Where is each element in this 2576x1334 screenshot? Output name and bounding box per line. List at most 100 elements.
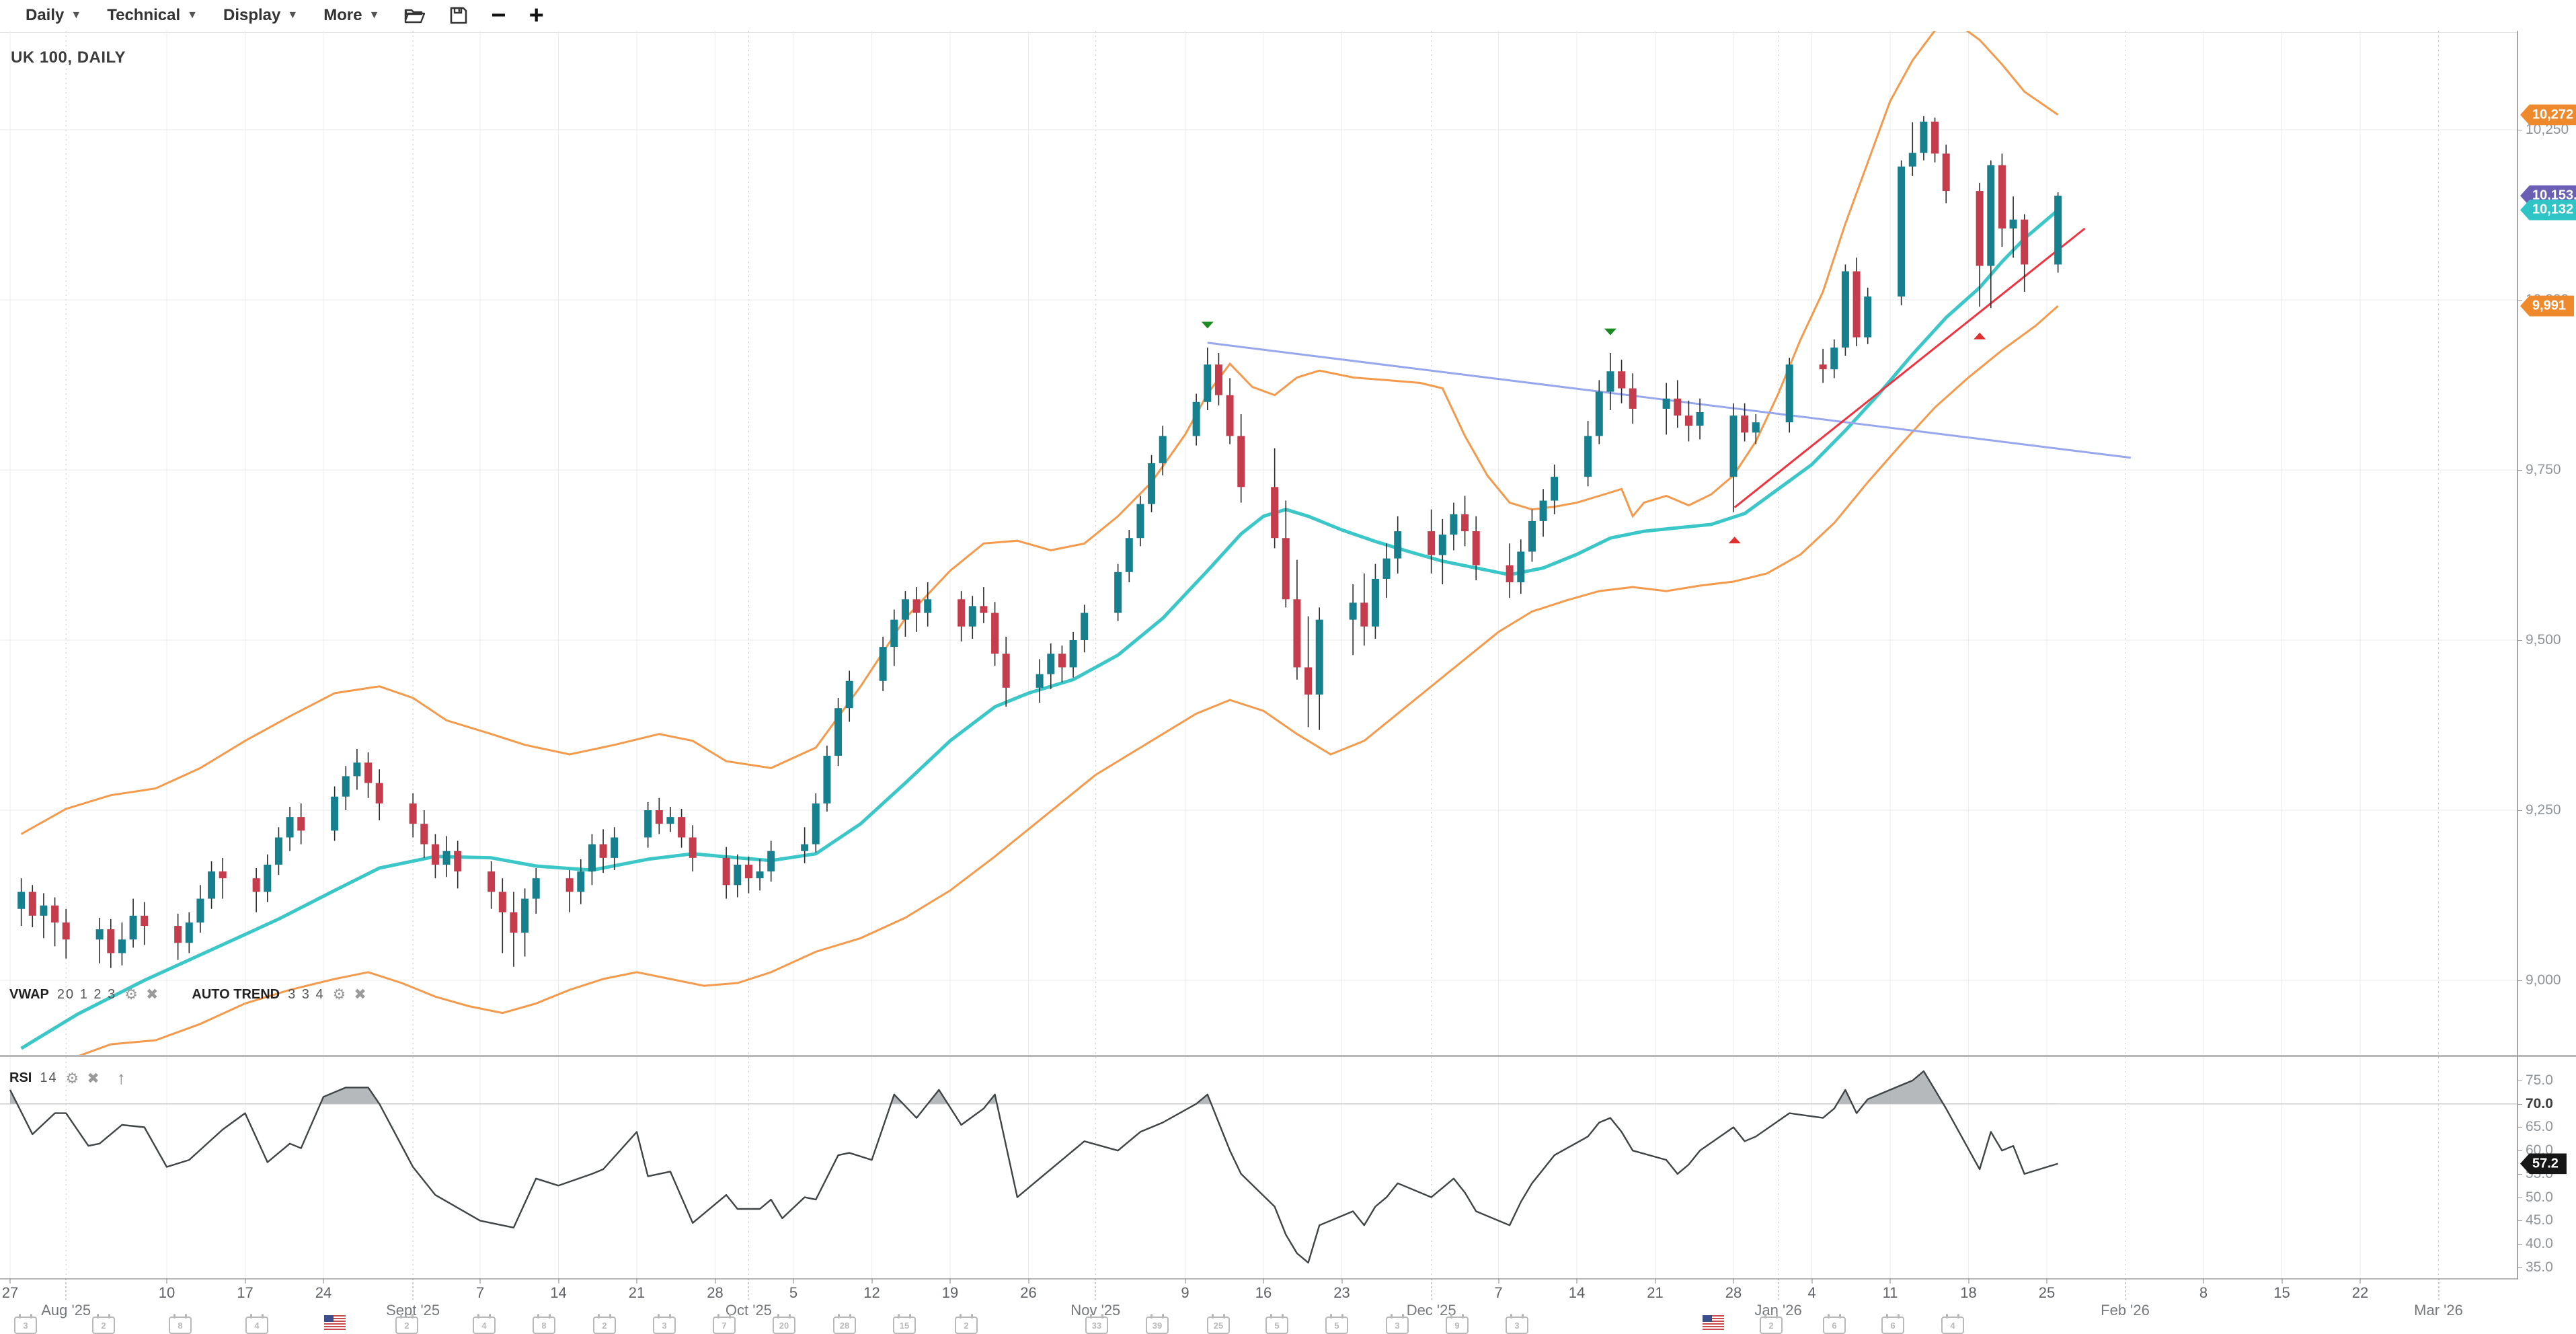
- candle: [487, 871, 496, 892]
- candle: [1674, 398, 1682, 416]
- candle: [375, 783, 383, 803]
- lower-band-line: [78, 305, 2059, 1055]
- candle: [1438, 535, 1446, 555]
- calendar-event-icon[interactable]: 5: [1265, 1314, 1288, 1334]
- menu-more[interactable]: More ▼: [323, 6, 379, 25]
- candle: [565, 878, 574, 892]
- close-icon[interactable]: ✖: [354, 986, 366, 1003]
- calendar-event-icon[interactable]: 4: [1941, 1314, 1964, 1334]
- candle: [1684, 416, 1692, 426]
- sell-signal-icon[interactable]: [1201, 321, 1214, 329]
- axis-tick: [2517, 1267, 2522, 1268]
- calendar-event-icon[interactable]: 6: [1881, 1314, 1904, 1334]
- candle: [879, 647, 887, 681]
- gear-icon[interactable]: ⚙: [65, 1069, 79, 1087]
- candle: [252, 878, 260, 892]
- support-line[interactable]: [1733, 227, 2086, 508]
- calendar-event-icon[interactable]: 4: [245, 1314, 268, 1334]
- calendar-event-icon[interactable]: 8: [169, 1314, 192, 1334]
- menu-display[interactable]: Display ▼: [223, 6, 298, 25]
- calendar-event-icon[interactable]: 39: [1146, 1314, 1169, 1334]
- calendar-event-icon[interactable]: 4: [473, 1314, 496, 1334]
- calendar-event-icon[interactable]: 2: [593, 1314, 616, 1334]
- calendar-event-icon[interactable]: 9: [1446, 1314, 1469, 1334]
- gear-icon[interactable]: ⚙: [124, 986, 138, 1003]
- calendar-event-icon[interactable]: 3: [1506, 1314, 1528, 1334]
- time-tick: [479, 1278, 481, 1284]
- candle: [40, 905, 48, 916]
- calendar-event-icon[interactable]: 7: [713, 1314, 736, 1334]
- calendar-event-icon[interactable]: 28: [833, 1314, 856, 1334]
- axis-label: 9,500: [2526, 632, 2561, 648]
- calendar-event-icon[interactable]: 3: [14, 1314, 37, 1334]
- menu-technical[interactable]: Technical ▼: [107, 6, 198, 25]
- calendar-event-icon[interactable]: 15: [893, 1314, 916, 1334]
- candle: [599, 844, 607, 858]
- candle: [767, 851, 775, 872]
- month-label: Aug '25: [41, 1302, 91, 1319]
- calendar-event-icon[interactable]: 3: [1386, 1314, 1409, 1334]
- date-label: 26: [1020, 1284, 1037, 1301]
- candle: [1852, 271, 1861, 338]
- calendar-event-icon[interactable]: 3: [653, 1314, 676, 1334]
- zoom-in-button[interactable]: +: [529, 1, 544, 30]
- rsi-chart-canvas[interactable]: [0, 1057, 2517, 1278]
- month-tick: [1431, 1278, 1432, 1300]
- panel-divider[interactable]: [0, 1055, 2576, 1057]
- time-tick: [1889, 1278, 1891, 1284]
- move-pane-up-icon[interactable]: ↑: [116, 1068, 126, 1088]
- plot-top-border: [0, 32, 2517, 33]
- candle: [1058, 654, 1066, 668]
- calendar-event-icon[interactable]: 6: [1823, 1314, 1846, 1334]
- calendar-event-icon[interactable]: 25: [1207, 1314, 1230, 1334]
- calendar-event-icon[interactable]: 2: [92, 1314, 115, 1334]
- calendar-event-icon[interactable]: 2: [1760, 1314, 1783, 1334]
- candle: [1226, 395, 1234, 436]
- us-flag-icon[interactable]: [1703, 1315, 1724, 1330]
- month-label: Jan '26: [1754, 1302, 1802, 1319]
- axis-label: 9,750: [2526, 462, 2561, 477]
- toolbar: Daily ▼ Technical ▼ Display ▼ More ▼ − +: [0, 0, 2576, 31]
- month-tick: [412, 1278, 414, 1300]
- close-icon[interactable]: ✖: [87, 1069, 100, 1087]
- month-tick: [65, 1278, 67, 1300]
- calendar-event-icon[interactable]: 2: [395, 1314, 418, 1334]
- candle: [185, 922, 193, 943]
- zoom-out-button[interactable]: −: [491, 1, 506, 30]
- date-label: 22: [2351, 1284, 2369, 1301]
- candle: [1036, 674, 1044, 688]
- vwap-line: [20, 208, 2060, 1050]
- candle: [1741, 416, 1749, 433]
- open-folder-icon[interactable]: [403, 6, 426, 25]
- us-flag-icon[interactable]: [324, 1315, 346, 1330]
- calendar-event-icon[interactable]: 5: [1325, 1314, 1348, 1334]
- candle: [107, 929, 115, 953]
- candle: [510, 912, 518, 933]
- sell-signal-icon[interactable]: [1604, 328, 1616, 336]
- close-icon[interactable]: ✖: [145, 986, 159, 1003]
- rsi-legend-label: RSI: [9, 1070, 32, 1085]
- candle: [353, 762, 361, 777]
- candle: [1864, 296, 1872, 338]
- candle: [141, 915, 149, 927]
- gear-icon[interactable]: ⚙: [332, 986, 346, 1003]
- time-tick: [949, 1278, 951, 1284]
- candle: [689, 837, 697, 858]
- save-icon[interactable]: [449, 6, 468, 25]
- date-label: 28: [707, 1284, 724, 1301]
- buy-signal-icon[interactable]: [1728, 537, 1741, 544]
- date-label: 8: [2199, 1284, 2208, 1301]
- axis-tick: [2517, 640, 2522, 641]
- buy-signal-icon[interactable]: [1974, 332, 1986, 340]
- page-title: UK 100, DAILY: [11, 48, 126, 67]
- date-label: 7: [475, 1284, 485, 1301]
- calendar-event-icon[interactable]: 2: [955, 1314, 978, 1334]
- price-chart-canvas[interactable]: [0, 31, 2517, 1055]
- candle: [219, 871, 227, 879]
- date-label: 5: [789, 1284, 798, 1301]
- calendar-event-icon[interactable]: 33: [1085, 1314, 1108, 1334]
- menu-daily[interactable]: Daily ▼: [26, 6, 81, 25]
- candle: [274, 837, 282, 865]
- calendar-event-icon[interactable]: 8: [533, 1314, 555, 1334]
- calendar-event-icon[interactable]: 20: [773, 1314, 795, 1334]
